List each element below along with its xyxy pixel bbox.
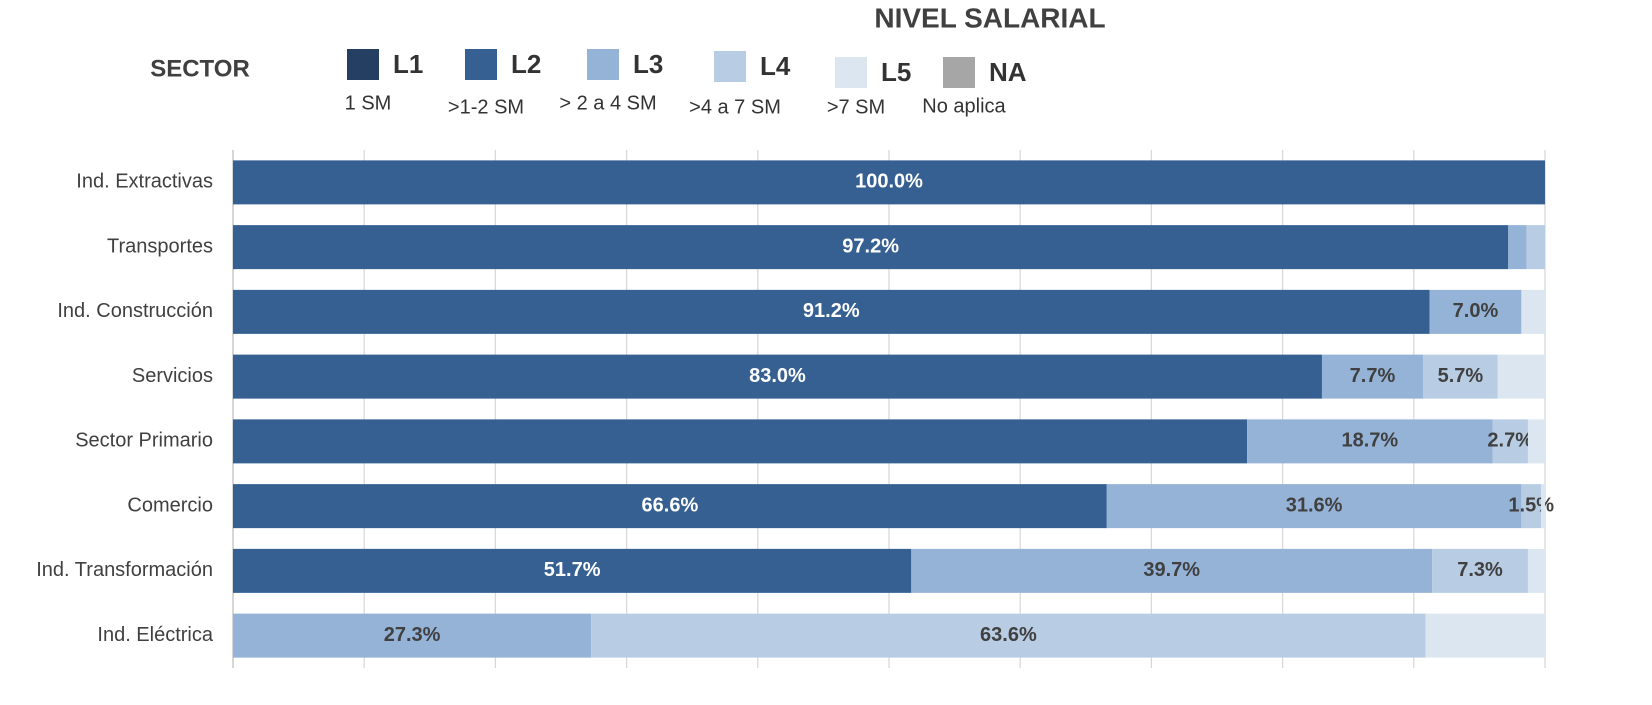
legend-swatch xyxy=(943,57,975,88)
bar-segment xyxy=(1527,548,1545,593)
data-label: 7.7% xyxy=(1350,365,1396,387)
bar-segment xyxy=(1527,419,1545,464)
data-label: 7.3% xyxy=(1457,559,1503,581)
bar-segment xyxy=(1321,354,1423,399)
legend-label: L3 xyxy=(633,49,663,79)
bar-segment xyxy=(1422,354,1498,399)
legend-label: L5 xyxy=(881,57,911,87)
data-label: 51.7% xyxy=(544,559,601,581)
bar-segment xyxy=(1432,548,1528,593)
data-label: 66.6% xyxy=(642,494,699,516)
bar-segment xyxy=(233,160,1545,205)
bar-segment xyxy=(1521,289,1545,334)
bar-segment xyxy=(233,419,1248,464)
y-tick-label: Servicios xyxy=(132,365,213,387)
data-label: 1.5% xyxy=(1508,494,1554,516)
y-tick-label: Ind. Extractivas xyxy=(76,171,213,193)
y-tick-label: Ind. Eléctrica xyxy=(97,624,213,646)
legend-swatch xyxy=(714,51,746,82)
bar-segment xyxy=(1526,225,1545,270)
legend-description: > 2 a 4 SM xyxy=(559,92,656,114)
legend-swatch xyxy=(465,49,497,80)
chart-title: NIVEL SALARIAL xyxy=(874,2,1105,33)
legend-description: >1-2 SM xyxy=(448,96,524,118)
legend-description: >7 SM xyxy=(827,96,885,118)
legend-swatch xyxy=(835,57,867,88)
data-label: 31.6% xyxy=(1286,494,1343,516)
data-label: 100.0% xyxy=(855,171,923,193)
bar-segment xyxy=(1497,354,1545,399)
legend-swatch xyxy=(587,49,619,80)
bar-segment xyxy=(233,548,912,593)
bar-segment xyxy=(591,613,1426,658)
bar-segment xyxy=(233,225,1509,270)
bar-segment xyxy=(1541,484,1545,529)
bar-segment xyxy=(911,548,1433,593)
y-tick-label: Transportes xyxy=(107,235,213,257)
y-tick-label: Ind. Construcción xyxy=(57,300,213,322)
data-label: 83.0% xyxy=(749,365,806,387)
bar-segment xyxy=(233,484,1107,529)
data-label: 97.2% xyxy=(842,235,899,257)
bar-segment xyxy=(233,354,1322,399)
bar-segment xyxy=(1425,613,1545,658)
data-label: 63.6% xyxy=(980,624,1037,646)
y-tick-label: Ind. Transformación xyxy=(36,559,213,581)
legend-label: L1 xyxy=(393,49,423,79)
legend-description: >4 a 7 SM xyxy=(689,96,781,118)
data-label: 7.0% xyxy=(1453,300,1499,322)
legend-title: SECTOR xyxy=(150,55,250,82)
data-label: 5.7% xyxy=(1438,365,1484,387)
bar-segment xyxy=(1106,484,1522,529)
data-label: 27.3% xyxy=(384,624,441,646)
legend-label: L2 xyxy=(511,49,541,79)
bar-segment xyxy=(1247,419,1493,464)
legend-label: NA xyxy=(989,57,1027,87)
data-label: 39.7% xyxy=(1143,559,1200,581)
data-label: 18.7% xyxy=(1341,430,1398,452)
legend-label: L4 xyxy=(760,51,791,81)
data-label: 2.7% xyxy=(1487,430,1533,452)
y-tick-label: Sector Primario xyxy=(75,430,213,452)
data-label: 91.2% xyxy=(803,300,860,322)
legend-description: 1 SM xyxy=(345,92,392,114)
bar-segment xyxy=(1508,225,1527,270)
legend-swatch xyxy=(347,49,379,80)
bar-segment xyxy=(233,613,592,658)
bar-segment xyxy=(1429,289,1522,334)
y-tick-label: Comercio xyxy=(127,494,213,516)
legend-description: No aplica xyxy=(922,95,1006,117)
bar-segment xyxy=(1521,484,1542,529)
bar-segment xyxy=(1492,419,1528,464)
bar-segment xyxy=(233,289,1430,334)
